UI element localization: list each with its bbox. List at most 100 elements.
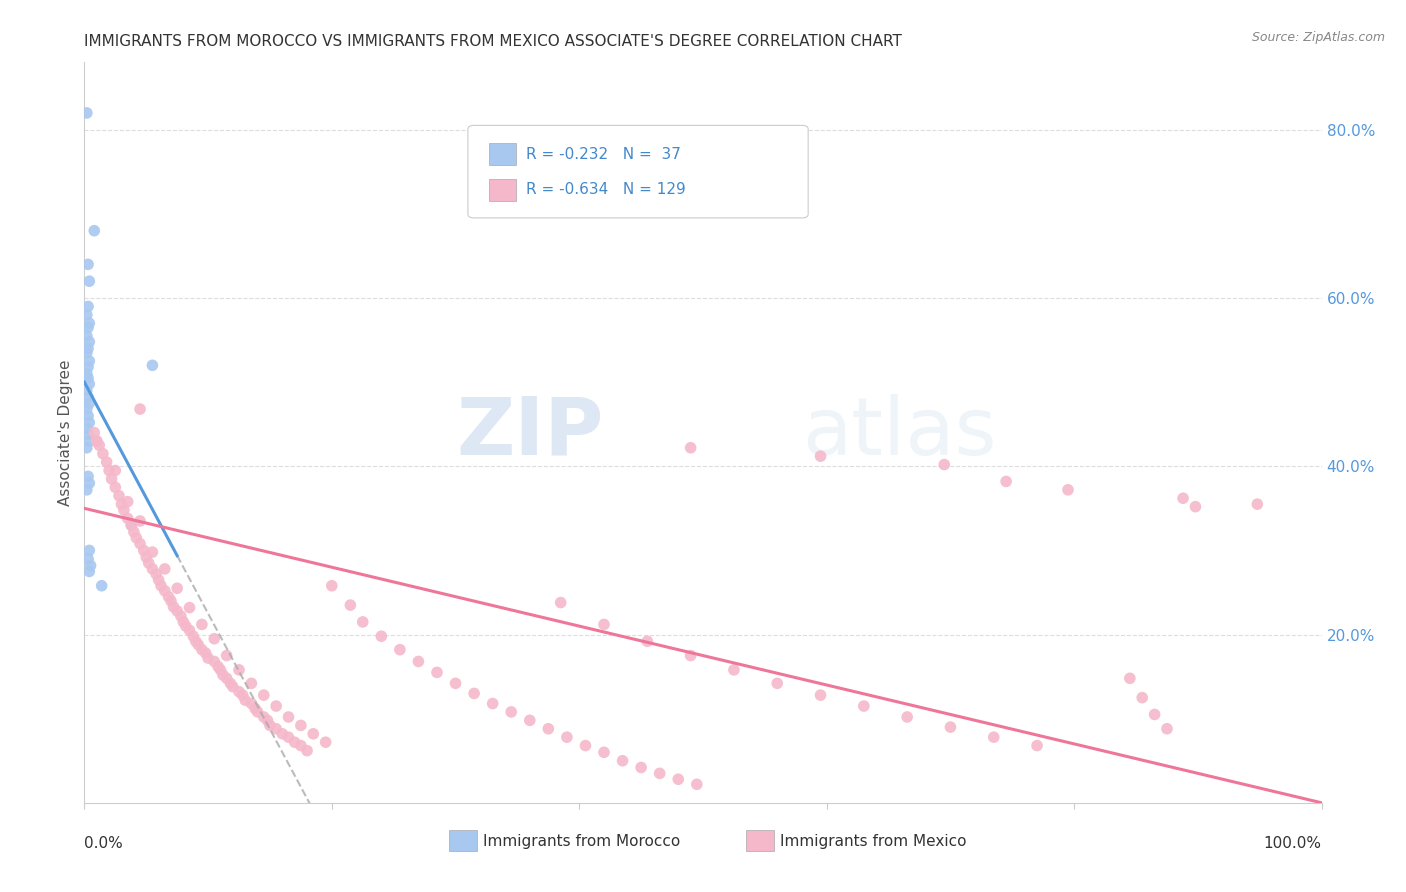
- Point: [148, 573, 170, 587]
- Point: [79, 334, 101, 349]
- Point: [983, 730, 1005, 744]
- Point: [408, 655, 430, 669]
- Point: [77, 551, 100, 566]
- Point: [79, 274, 101, 288]
- Text: R = -0.232   N =  37: R = -0.232 N = 37: [526, 147, 681, 161]
- Point: [77, 300, 100, 314]
- Point: [129, 536, 152, 550]
- Point: [129, 514, 152, 528]
- Point: [766, 676, 789, 690]
- Point: [79, 354, 101, 368]
- Text: R = -0.634   N = 129: R = -0.634 N = 129: [526, 182, 686, 197]
- Point: [77, 257, 100, 271]
- Point: [219, 676, 242, 690]
- Point: [277, 730, 299, 744]
- Point: [426, 665, 449, 680]
- Point: [86, 434, 108, 448]
- Point: [76, 384, 98, 398]
- Point: [1184, 500, 1206, 514]
- Point: [184, 634, 207, 648]
- Point: [174, 619, 197, 633]
- Point: [463, 686, 485, 700]
- Point: [179, 624, 201, 638]
- Point: [215, 648, 238, 663]
- Point: [295, 744, 318, 758]
- FancyBboxPatch shape: [450, 830, 477, 851]
- Point: [481, 697, 503, 711]
- Point: [86, 434, 108, 448]
- Text: 100.0%: 100.0%: [1264, 836, 1322, 851]
- Point: [141, 359, 163, 373]
- Point: [172, 615, 194, 629]
- Point: [98, 463, 121, 477]
- Point: [145, 566, 167, 581]
- Point: [77, 359, 100, 374]
- Point: [153, 583, 176, 598]
- Point: [79, 558, 101, 573]
- Point: [187, 638, 209, 652]
- Point: [117, 511, 139, 525]
- Point: [125, 531, 148, 545]
- Point: [179, 600, 201, 615]
- Point: [197, 651, 219, 665]
- Point: [240, 676, 263, 690]
- Point: [76, 329, 98, 343]
- Point: [90, 579, 112, 593]
- Point: [77, 469, 100, 483]
- Point: [79, 376, 101, 391]
- Point: [79, 396, 101, 410]
- FancyBboxPatch shape: [489, 143, 516, 165]
- Point: [519, 714, 541, 728]
- Point: [122, 524, 145, 539]
- Point: [194, 646, 217, 660]
- Point: [233, 693, 256, 707]
- Point: [593, 745, 616, 759]
- Point: [110, 497, 132, 511]
- Point: [170, 609, 193, 624]
- Point: [104, 480, 127, 494]
- Point: [76, 441, 98, 455]
- Point: [1026, 739, 1049, 753]
- Point: [271, 727, 294, 741]
- Point: [574, 739, 596, 753]
- Point: [112, 503, 135, 517]
- Point: [202, 632, 225, 646]
- Text: atlas: atlas: [801, 393, 997, 472]
- Point: [79, 476, 101, 491]
- Point: [896, 710, 918, 724]
- Point: [555, 730, 578, 744]
- Point: [1119, 671, 1142, 685]
- Text: Source: ZipAtlas.com: Source: ZipAtlas.com: [1251, 31, 1385, 45]
- Point: [370, 629, 392, 643]
- Point: [77, 390, 100, 404]
- Point: [232, 688, 254, 702]
- Point: [141, 562, 163, 576]
- Point: [240, 697, 263, 711]
- Point: [444, 676, 467, 690]
- Point: [1246, 497, 1268, 511]
- FancyBboxPatch shape: [489, 178, 516, 201]
- Point: [852, 699, 875, 714]
- Point: [76, 421, 98, 435]
- Text: Immigrants from Mexico: Immigrants from Mexico: [780, 834, 966, 849]
- Point: [1143, 707, 1166, 722]
- Point: [321, 579, 343, 593]
- Point: [77, 409, 100, 423]
- Point: [83, 224, 105, 238]
- Point: [91, 447, 114, 461]
- Point: [79, 416, 101, 430]
- Point: [132, 543, 155, 558]
- Point: [89, 438, 111, 452]
- FancyBboxPatch shape: [468, 126, 808, 218]
- Point: [135, 550, 157, 565]
- Point: [181, 629, 204, 643]
- Point: [79, 543, 101, 558]
- Point: [636, 634, 658, 648]
- Point: [679, 648, 702, 663]
- Point: [256, 714, 278, 728]
- Point: [388, 642, 411, 657]
- Point: [120, 518, 142, 533]
- Point: [612, 754, 634, 768]
- Point: [96, 455, 118, 469]
- Point: [212, 668, 235, 682]
